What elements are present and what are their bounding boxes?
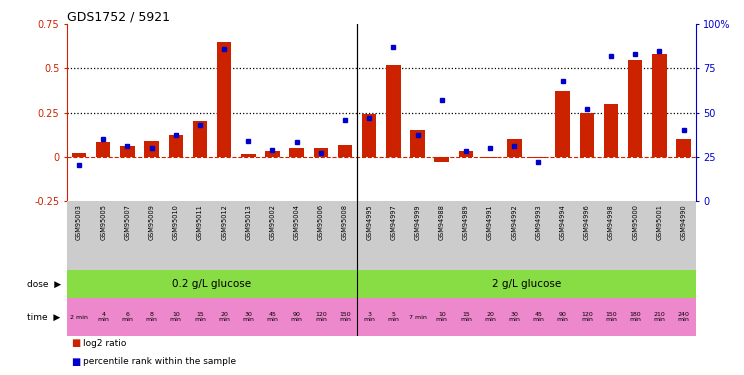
Text: 5
min: 5 min (388, 312, 400, 322)
Text: 180
min: 180 min (629, 312, 641, 322)
Text: 7 min: 7 min (408, 315, 426, 320)
Bar (266, 151, 280, 157)
Text: GSM94991: GSM94991 (487, 204, 493, 240)
Text: 30
min: 30 min (508, 312, 520, 322)
Text: GSM95005: GSM95005 (100, 204, 106, 240)
Text: GSM94999: GSM94999 (414, 204, 420, 240)
Text: 15
min: 15 min (194, 312, 206, 322)
Bar (217, 42, 231, 157)
Text: 150
min: 150 min (605, 312, 617, 322)
Bar (652, 54, 667, 157)
Text: 90
min: 90 min (557, 312, 568, 322)
Text: 15
min: 15 min (460, 312, 472, 322)
Bar (71, 153, 86, 157)
Text: GSM95001: GSM95001 (656, 204, 662, 240)
Text: 45
min: 45 min (266, 312, 278, 322)
Text: GSM95007: GSM95007 (124, 204, 130, 240)
Text: GSM95012: GSM95012 (221, 204, 227, 240)
Text: ■: ■ (71, 338, 80, 348)
Text: GSM95009: GSM95009 (149, 204, 155, 240)
Bar (531, 157, 546, 158)
Bar (676, 139, 690, 157)
Text: GSM94996: GSM94996 (584, 204, 590, 240)
Text: GSM95002: GSM95002 (269, 204, 275, 240)
Bar (314, 148, 328, 157)
Bar (289, 148, 304, 157)
Bar (507, 139, 522, 157)
Bar (580, 112, 594, 157)
Text: 30
min: 30 min (243, 312, 254, 322)
Text: GSM95011: GSM95011 (197, 204, 203, 240)
Text: 150
min: 150 min (339, 312, 351, 322)
Text: GSM95000: GSM95000 (632, 204, 638, 240)
Text: GSM94994: GSM94994 (559, 204, 565, 240)
Text: percentile rank within the sample: percentile rank within the sample (83, 357, 237, 366)
Text: GSM94995: GSM94995 (366, 204, 372, 240)
Bar (144, 141, 159, 157)
Text: 4
min: 4 min (97, 312, 109, 322)
Text: 10
min: 10 min (170, 312, 182, 322)
Text: 210
min: 210 min (653, 312, 665, 322)
Bar (386, 65, 400, 157)
Text: 90
min: 90 min (291, 312, 303, 322)
Text: GSM94998: GSM94998 (608, 204, 614, 240)
Text: GSM94990: GSM94990 (681, 204, 687, 240)
Text: 8
min: 8 min (146, 312, 158, 322)
Text: GSM94997: GSM94997 (391, 204, 397, 240)
Text: GSM94988: GSM94988 (439, 204, 445, 240)
Bar (411, 130, 425, 157)
Text: 3
min: 3 min (363, 312, 375, 322)
Text: 2 min: 2 min (70, 315, 88, 320)
Text: GSM95013: GSM95013 (246, 204, 251, 240)
Text: 120
min: 120 min (315, 312, 327, 322)
Bar (483, 157, 498, 158)
Bar (434, 157, 449, 162)
Text: GDS1752 / 5921: GDS1752 / 5921 (67, 10, 170, 23)
Bar (193, 122, 207, 157)
Bar (628, 60, 643, 157)
Bar (169, 135, 183, 157)
Text: 20
min: 20 min (484, 312, 496, 322)
Text: GSM95010: GSM95010 (173, 204, 179, 240)
Bar (96, 142, 111, 157)
Text: ■: ■ (71, 357, 80, 367)
Text: 240
min: 240 min (678, 312, 690, 322)
Bar (458, 151, 473, 157)
Bar (121, 146, 135, 157)
Text: GSM95004: GSM95004 (294, 204, 300, 240)
Text: 6
min: 6 min (121, 312, 133, 322)
Bar (555, 92, 570, 157)
Bar (362, 114, 376, 157)
Text: dose  ▶: dose ▶ (27, 280, 61, 289)
Text: GSM95008: GSM95008 (342, 204, 348, 240)
Text: GSM95006: GSM95006 (318, 204, 324, 240)
Text: 0.2 g/L glucose: 0.2 g/L glucose (173, 279, 251, 289)
Text: time  ▶: time ▶ (28, 313, 61, 322)
Text: GSM94989: GSM94989 (463, 204, 469, 240)
Text: GSM95003: GSM95003 (76, 204, 82, 240)
Text: GSM94992: GSM94992 (511, 204, 517, 240)
Bar (338, 145, 353, 157)
Bar (604, 104, 618, 157)
Text: 10
min: 10 min (436, 312, 448, 322)
Bar (241, 154, 256, 157)
Text: 20
min: 20 min (218, 312, 230, 322)
Text: log2 ratio: log2 ratio (83, 339, 126, 348)
Text: 120
min: 120 min (581, 312, 593, 322)
Text: 2 g/L glucose: 2 g/L glucose (492, 279, 561, 289)
Text: 45
min: 45 min (533, 312, 545, 322)
Text: GSM94993: GSM94993 (536, 204, 542, 240)
